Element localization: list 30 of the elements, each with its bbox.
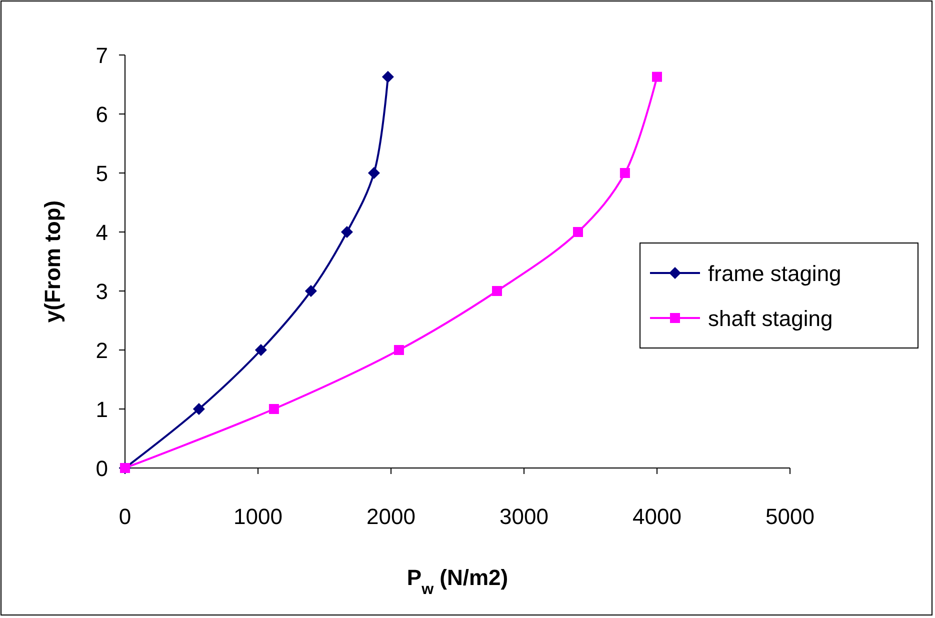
- x-axis-title: P$_{w}$ (N/m2): [406, 565, 508, 598]
- y-tick-label: 2: [96, 338, 108, 363]
- y-tick-label: 5: [96, 161, 108, 186]
- point: [192, 403, 205, 415]
- x-tick-label: 4000: [632, 504, 682, 529]
- point: [268, 404, 279, 414]
- y-tick-label: 1: [96, 397, 108, 422]
- point: [620, 168, 630, 178]
- point: [573, 227, 583, 237]
- point: [652, 72, 662, 82]
- y-tick-label: 0: [96, 456, 108, 481]
- point: [254, 344, 267, 356]
- legend-label: shaft staging: [708, 306, 833, 331]
- y-tick-label: 6: [96, 102, 108, 127]
- point: [492, 286, 502, 296]
- x-tick-label: 2000: [366, 504, 416, 529]
- x-tick-label: 0: [118, 504, 132, 529]
- x-tick-label: 1000: [234, 504, 282, 529]
- point: [368, 167, 380, 179]
- point: [382, 70, 394, 83]
- point: [304, 285, 317, 297]
- point: [394, 345, 404, 355]
- y-axis-title: y(From top): [40, 200, 65, 323]
- legend-label: frame staging: [708, 261, 842, 286]
- point: [340, 226, 353, 238]
- y-tick-label: 7: [96, 43, 108, 68]
- x-tick-label: 5000: [766, 504, 814, 529]
- y-tick-label: 3: [96, 279, 108, 304]
- y-tick-label: 4: [96, 220, 108, 245]
- x-tick-label: 3000: [500, 504, 548, 529]
